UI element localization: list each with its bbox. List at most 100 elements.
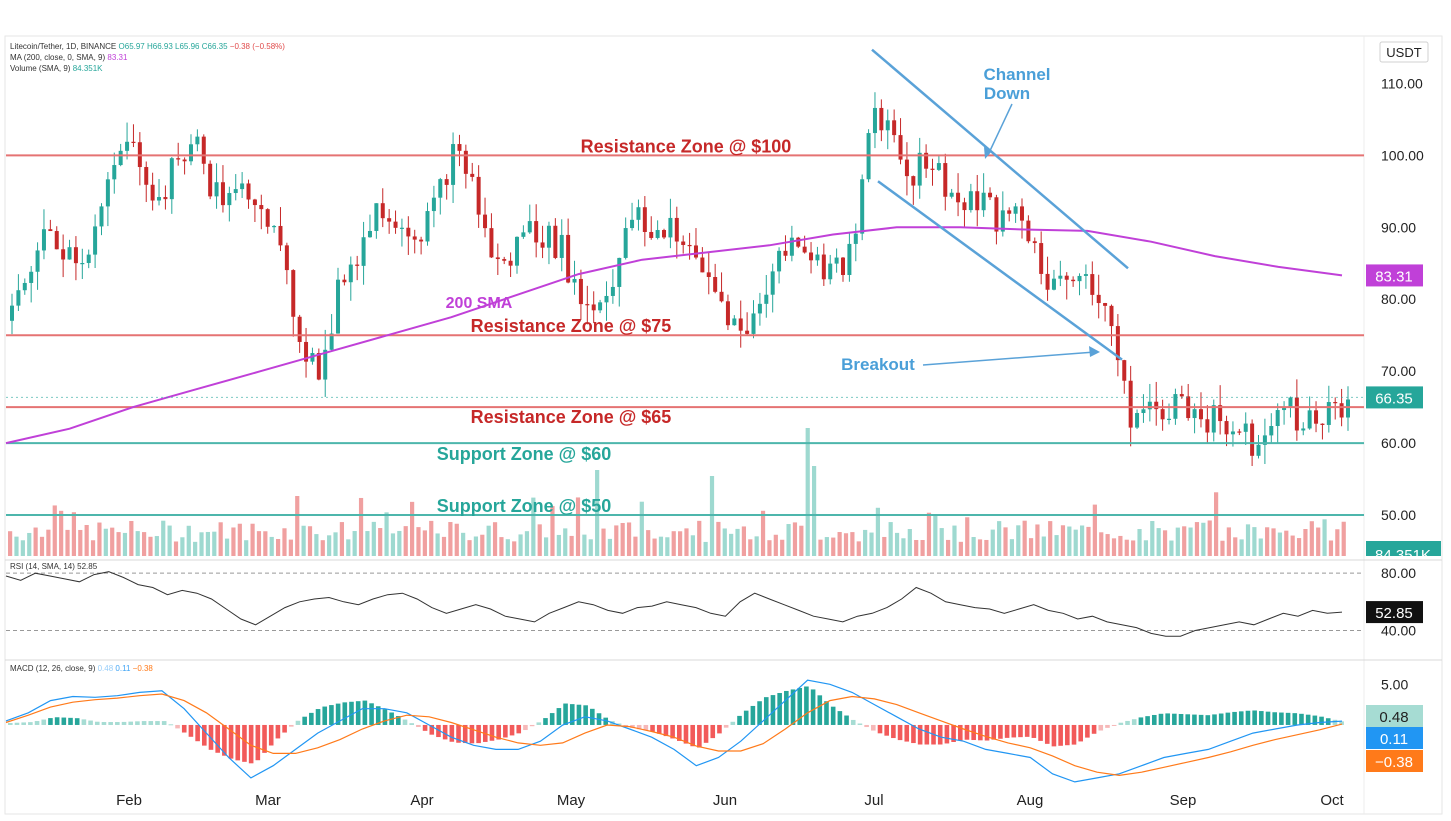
candle-body: [1320, 423, 1325, 425]
volume-bar: [1131, 540, 1136, 556]
macd-legend[interactable]: MACD (12, 26, close, 9) 0.48 0.11 −0.38: [10, 664, 153, 673]
ma-legend[interactable]: MA (200, close, 0, SMA, 9) 83.31: [10, 53, 127, 62]
volume-bar: [1067, 526, 1072, 556]
volume-bar: [384, 512, 389, 556]
volume-bar: [697, 520, 702, 556]
macd-histogram-bar: [34, 721, 40, 725]
macd-histogram-bar: [536, 722, 542, 725]
candle-body: [540, 242, 545, 248]
volume-bar: [154, 536, 159, 556]
macd-histogram-bar: [690, 724, 695, 747]
candle-body: [745, 330, 750, 334]
volume-bar: [212, 531, 217, 556]
volume-bar: [352, 531, 357, 556]
volume-bar: [939, 528, 944, 556]
macd-histogram-bar: [1058, 724, 1063, 746]
rsi-legend[interactable]: RSI (14, SMA, 14) 52.85: [10, 562, 97, 571]
macd-histogram-bar: [61, 717, 67, 725]
macd-histogram-bar: [683, 724, 689, 744]
currency-label-text: USDT: [1386, 45, 1421, 60]
candle-body: [284, 245, 289, 271]
candle-body: [872, 107, 877, 134]
macd-histogram-bar: [810, 689, 816, 725]
volume-bar: [1073, 529, 1078, 556]
volume-bar: [1316, 527, 1321, 556]
volume-axis-label-box: [1366, 541, 1441, 556]
candle-body: [1179, 394, 1184, 397]
volume-bar: [716, 521, 721, 556]
candle-body: [457, 144, 462, 151]
rsi-legend-value: 52.85: [77, 562, 98, 571]
symbol-legend[interactable]: Litecoin/Tether, 1D, BINANCE O65.97 H66.…: [10, 42, 285, 51]
macd-histogram-bar: [917, 724, 923, 745]
volume-legend[interactable]: Volume (SMA, 9) 84.351K: [10, 64, 103, 73]
volume-bar: [1277, 532, 1283, 556]
volume-bar: [524, 531, 530, 556]
volume-bar: [1054, 535, 1059, 556]
macd-histogram-bar: [248, 724, 254, 764]
volume-bar: [84, 524, 89, 556]
candle-body: [693, 245, 698, 258]
candle-body: [48, 229, 53, 232]
candle-body: [425, 211, 430, 242]
macd-tick-label: 5.00: [1381, 676, 1408, 692]
ma-legend-value: 83.31: [107, 53, 128, 62]
candle-body: [1288, 397, 1293, 408]
candle-body: [546, 225, 551, 248]
volume-bar: [1009, 539, 1015, 556]
macd-histogram-bar: [275, 724, 281, 739]
macd-histogram-bar: [1111, 724, 1117, 726]
candle-body: [949, 192, 954, 197]
candle-body: [630, 219, 635, 229]
candle-body: [195, 136, 200, 145]
macd-histogram-bar: [717, 724, 722, 734]
macd-histogram-bar: [844, 715, 849, 725]
macd-histogram-bar: [148, 721, 154, 725]
ohlc-low: L65.96: [175, 42, 200, 51]
macd-histogram-bar: [630, 724, 635, 729]
candle-body: [163, 197, 168, 200]
volume-bar: [595, 470, 600, 556]
volume-bar: [1226, 527, 1231, 556]
macd-histogram-bar: [871, 724, 876, 731]
volume-bar: [441, 536, 447, 556]
x-month-label: Sep: [1170, 792, 1197, 809]
candle-body: [240, 183, 245, 190]
macd-histogram-bar: [181, 724, 187, 733]
macd-histogram-bar: [28, 722, 33, 725]
y-tick-label: 80.00: [1381, 291, 1416, 307]
candle-body: [713, 277, 718, 292]
volume-bar: [1239, 539, 1244, 556]
macd-histogram-bar: [697, 724, 702, 748]
volume-bar: [582, 534, 587, 556]
macd-histogram-bar: [1232, 711, 1237, 725]
candle-body: [451, 144, 456, 185]
price-axis-label-text: 83.31: [1375, 268, 1413, 285]
macd-histogram-bar: [489, 724, 495, 741]
macd-legend-signal: 0.11: [115, 664, 131, 673]
volume-bar: [467, 540, 472, 556]
macd-histogram-bar: [21, 722, 26, 725]
candle-body: [1269, 426, 1274, 436]
volume-bar: [1296, 538, 1302, 556]
candle-body: [125, 141, 130, 151]
candle-body: [725, 301, 730, 326]
price-axis-label: 83.31: [1366, 264, 1423, 287]
candle-body: [1307, 410, 1312, 429]
volume-bar: [569, 535, 574, 556]
volume-bar: [339, 522, 345, 556]
volume-bar: [14, 536, 19, 556]
candle-body: [1141, 409, 1146, 414]
zone-label-60: Support Zone @ $60: [437, 444, 612, 464]
macd-histogram-bar: [1145, 716, 1150, 725]
macd-histogram-bar: [228, 724, 234, 759]
macd-histogram-bar: [603, 717, 609, 725]
candle-body: [233, 189, 238, 194]
candle-body: [527, 221, 532, 233]
candle-body: [265, 209, 270, 227]
volume-bar: [410, 501, 415, 556]
ma-legend-label: MA (200, close, 0, SMA, 9): [10, 53, 106, 62]
x-month-label: May: [557, 792, 586, 809]
macd-histogram-bar: [14, 722, 20, 725]
